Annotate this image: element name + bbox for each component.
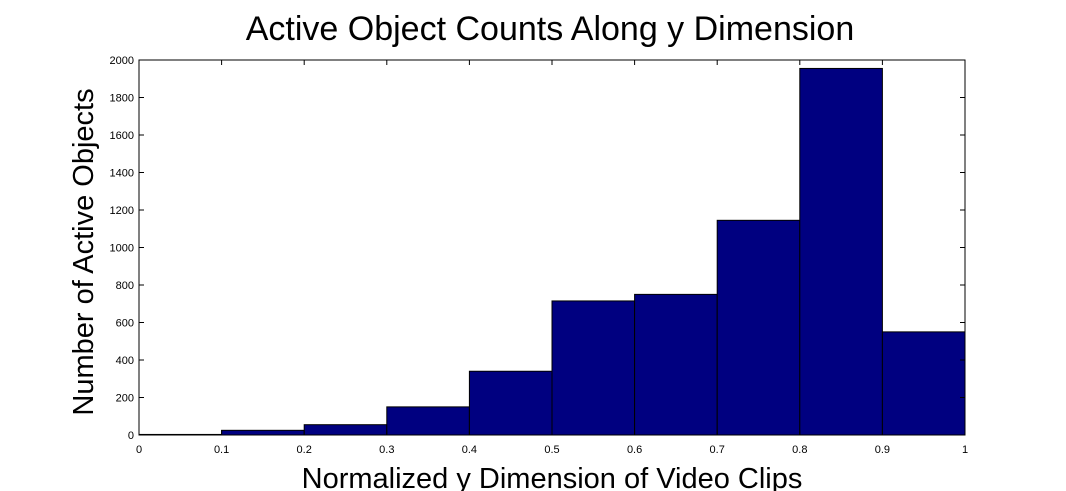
axis-ticks xyxy=(138,59,966,436)
y-tick-label: 200 xyxy=(116,393,134,405)
histogram-bar xyxy=(799,67,883,436)
x-tick-label: 1 xyxy=(962,444,968,456)
y-tick-label: 400 xyxy=(116,355,134,367)
x-tick-label: 0.4 xyxy=(462,444,477,456)
y-tick-label: 2000 xyxy=(110,55,134,67)
histogram-bar xyxy=(303,424,388,436)
y-tick-label: 1200 xyxy=(110,205,134,217)
bars-group xyxy=(138,67,966,436)
y-tick-label: 0 xyxy=(128,430,134,442)
histogram-bar xyxy=(221,429,305,436)
x-tick-label: 0.2 xyxy=(297,444,312,456)
x-tick-label: 0.1 xyxy=(214,444,229,456)
x-tick-label: 0.9 xyxy=(875,444,890,456)
y-tick-label: 800 xyxy=(116,280,134,292)
y-tick-label: 1800 xyxy=(110,93,134,105)
axis-tick-labels: 0 0.1 0.2 0.3 0.4 0.5 0.6 0.7 0.8 0.9 1 0 200 400 600 8… xyxy=(110,55,969,456)
x-tick-label: 0 xyxy=(136,444,142,456)
histogram-bar xyxy=(386,406,470,436)
histogram-bar xyxy=(468,370,553,436)
histogram-bar xyxy=(716,219,801,436)
y-tick-label: 1000 xyxy=(110,243,134,255)
x-tick-label: 0.3 xyxy=(379,444,394,456)
y-tick-label: 1600 xyxy=(110,130,134,142)
x-tick-label: 0.6 xyxy=(627,444,642,456)
x-tick-label: 0.5 xyxy=(544,444,559,456)
chart-title: Active Object Counts Along y Dimension xyxy=(246,10,855,48)
x-tick-label: 0.7 xyxy=(710,444,725,456)
histogram-bar xyxy=(551,300,636,436)
y-tick-label: 1400 xyxy=(110,168,134,180)
y-axis-label: Number of Active Objects xyxy=(68,88,100,415)
histogram-bar xyxy=(881,331,966,436)
x-axis-label: Normalized y Dimension of Video Clips xyxy=(302,463,803,491)
histogram-bar xyxy=(634,293,718,436)
y-tick-label: 600 xyxy=(116,318,134,330)
x-tick-label: 0.8 xyxy=(792,444,807,456)
